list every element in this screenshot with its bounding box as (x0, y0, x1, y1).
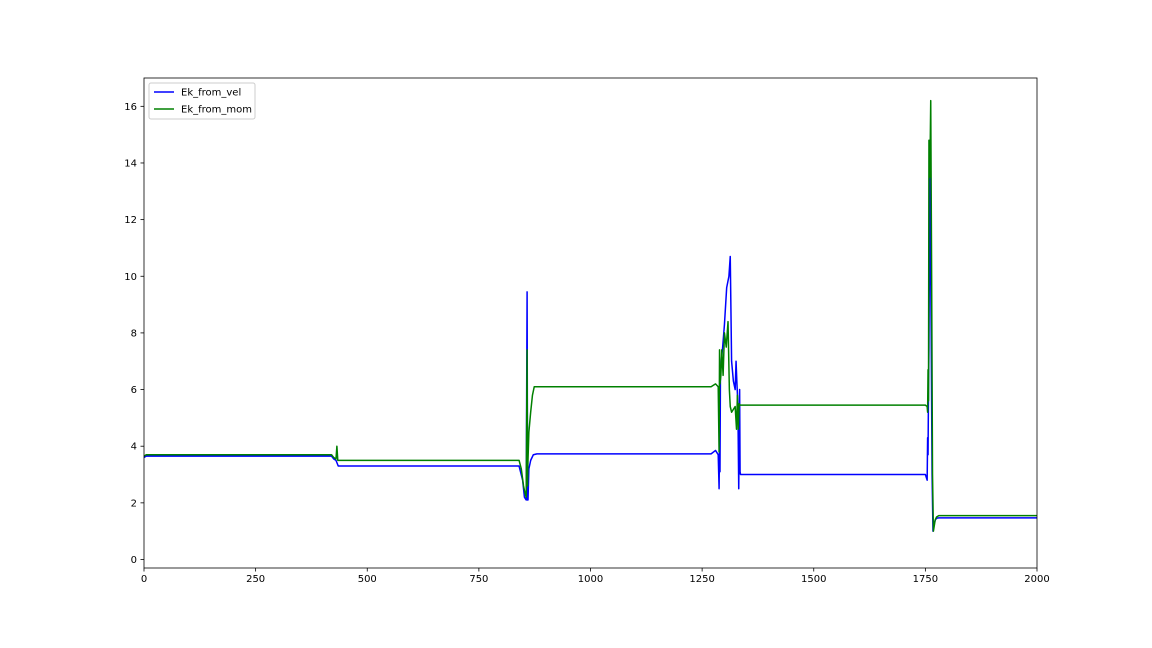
y-tick-label: 8 (131, 328, 137, 339)
y-tick-label: 12 (124, 215, 137, 226)
series-line-Ek_from_mom (144, 99, 1037, 532)
x-tick-label: 1750 (913, 574, 938, 585)
legend-label-Ek_from_vel: Ek_from_vel (181, 88, 241, 99)
y-tick-label: 14 (124, 158, 137, 169)
x-axis: 0 250 500 750 1000 1250 1500 1750 2000 (141, 568, 1050, 585)
legend-frame (148, 82, 256, 120)
x-tick-label: 750 (469, 574, 488, 585)
plot-area (144, 99, 1037, 532)
series-layer (144, 99, 1037, 532)
y-tick-label: 2 (131, 498, 137, 509)
y-axis: 0 2 4 6 8 10 12 14 16 (124, 102, 144, 566)
legend-label-Ek_from_mom: Ek_from_mom (181, 105, 252, 116)
x-tick-label: 2000 (1024, 574, 1049, 585)
y-tick-label: 0 (131, 555, 137, 566)
axes-frame (143, 77, 1038, 569)
x-tick-label: 1250 (689, 574, 714, 585)
x-tick-label: 1000 (578, 574, 603, 585)
legend: Ek_from_vel Ek_from_mom (148, 82, 256, 120)
y-tick-label: 10 (124, 272, 137, 283)
x-tick-label: 500 (358, 574, 377, 585)
y-tick-label: 6 (131, 385, 137, 396)
y-tick-label: 16 (124, 102, 137, 113)
y-tick-label: 4 (131, 442, 137, 453)
x-tick-label: 1500 (801, 574, 826, 585)
x-tick-label: 0 (141, 574, 147, 585)
x-tick-label: 250 (246, 574, 265, 585)
